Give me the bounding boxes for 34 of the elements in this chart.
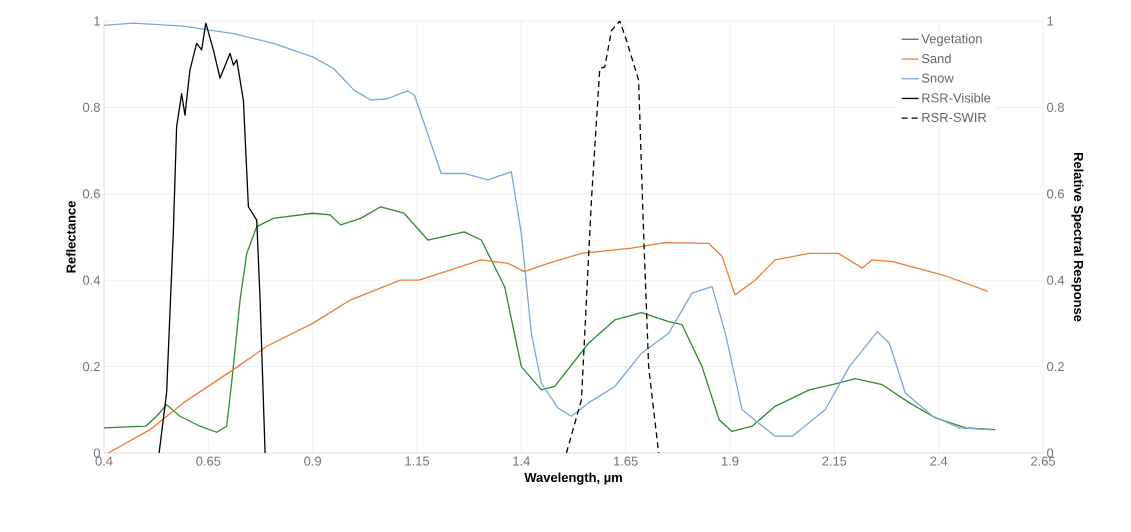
y2-tick-label: 0 xyxy=(1047,448,1054,458)
y-tick-label: 1 xyxy=(94,16,100,26)
x-tick-label: 0.9 xyxy=(304,456,322,466)
legend-label: Sand xyxy=(921,53,951,64)
legend-label: Snow xyxy=(921,73,954,83)
legend-label: RSR-SWIR xyxy=(922,112,987,123)
x-tick-label: 1.15 xyxy=(405,456,430,466)
y-tick-label: 0 xyxy=(93,448,100,458)
x-tick-label: 2.15 xyxy=(822,456,847,466)
y2-tick-label: 1 xyxy=(1047,16,1054,26)
x-axis-title: Wavelength, µm xyxy=(524,472,622,485)
x-tick-label: 1.65 xyxy=(614,456,638,466)
y2-tick-label: 0.8 xyxy=(1047,102,1064,112)
line-series xyxy=(565,21,660,453)
legend-label: RSR-Visible xyxy=(922,93,991,103)
line-series xyxy=(158,22,266,453)
y2-tick-label: 0.2 xyxy=(1047,362,1064,372)
line-series xyxy=(104,206,996,433)
y-tick-label: 0.2 xyxy=(82,362,100,372)
x-tick-label: 1.4 xyxy=(513,456,530,466)
x-tick-label: 0.65 xyxy=(196,456,221,466)
line-series xyxy=(107,241,989,453)
x-tick-label: 2.65 xyxy=(1031,456,1056,466)
x-tick-label: 2.4 xyxy=(930,456,948,466)
line-series xyxy=(104,22,992,437)
y2-axis-title: Relative Spectral Response xyxy=(1071,152,1084,322)
legend-label: Vegetation xyxy=(921,33,982,46)
x-tick-label: 1.9 xyxy=(721,456,739,466)
y-axis-title: Reflectance xyxy=(66,201,76,273)
y-tick-label: 0.8 xyxy=(82,102,100,112)
y-tick-label: 0.4 xyxy=(82,275,101,285)
y2-tick-label: 0.4 xyxy=(1047,275,1065,285)
y-tick-label: 0.6 xyxy=(82,189,100,199)
y2-tick-label: 0.6 xyxy=(1047,189,1064,199)
